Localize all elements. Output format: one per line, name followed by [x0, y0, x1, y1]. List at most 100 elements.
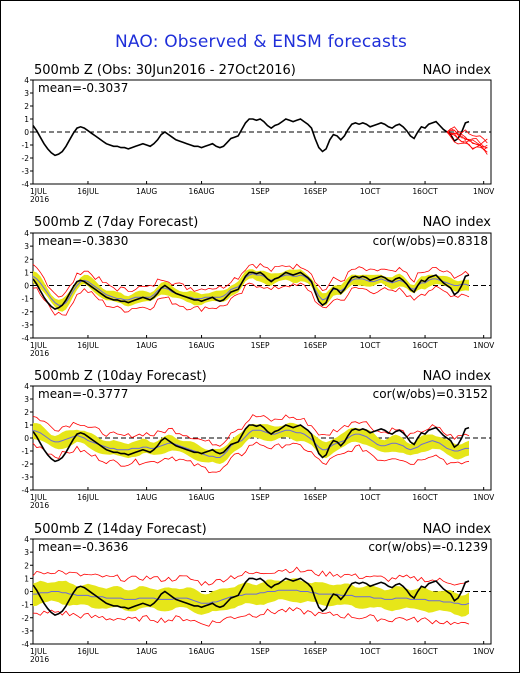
y-tick-label: -4 [22, 640, 30, 649]
x-tick-label: 16AUG [189, 341, 215, 350]
y-tick-label: 2 [24, 561, 29, 570]
y-tick-label: 0 [24, 434, 29, 443]
panel-title: 500mb Z (7day Forecast) [34, 215, 198, 230]
x-tick-label: 1OCT [360, 341, 381, 350]
x-tick-label: 1OCT [360, 647, 381, 656]
x-tick-label: 16JUL [77, 647, 99, 656]
y-tick-label: 4 [24, 535, 29, 544]
nao-index-label: NAO index [423, 522, 492, 537]
x-tick-year: 2016 [30, 349, 49, 358]
ensemble-lower-envelope [32, 441, 470, 474]
y-tick-label: 1 [24, 268, 29, 277]
y-tick-label: 2 [24, 408, 29, 417]
ensemble-upper-envelope [32, 414, 470, 447]
mean-label: mean=-0.3636 [38, 540, 128, 554]
x-tick-label: 1NOV [473, 493, 495, 502]
x-tick-label: 1OCT [360, 187, 381, 196]
x-tick-label: 1SEP [251, 187, 270, 196]
x-tick-label: 1JUL [30, 187, 47, 196]
y-tick-label: -1 [22, 141, 30, 150]
x-tick-label: 1NOV [473, 647, 495, 656]
x-tick-year: 2016 [30, 655, 49, 664]
ensemble-lower-envelope [32, 282, 470, 316]
x-tick-label: 16SEP [303, 647, 327, 656]
ensemble-spread-band [33, 422, 469, 464]
y-tick-label: 1 [24, 421, 29, 430]
panel-title: 500mb Z (Obs: 30Jun2016 - 27Oct2016) [34, 63, 296, 78]
forecast-member-line [446, 131, 488, 148]
figure-title: NAO: Observed & ENSM forecasts [114, 32, 408, 52]
mean-label: mean=-0.3830 [38, 234, 128, 248]
x-tick-label: 1JUL [30, 493, 47, 502]
ensemble-spread-band [33, 269, 469, 312]
x-tick-year: 2016 [30, 195, 49, 204]
x-tick-label: 1SEP [251, 493, 270, 502]
correlation-label: cor(w/obs)=0.3152 [373, 387, 488, 401]
y-tick-label: -1 [22, 295, 30, 304]
x-tick-label: 16JUL [77, 341, 99, 350]
ensemble-spread-band [33, 578, 469, 617]
y-tick-label: 0 [24, 282, 29, 291]
y-tick-label: -2 [22, 308, 30, 317]
correlation-label: cor(w/obs)=0.8318 [373, 234, 488, 248]
ensemble-mean-line [32, 429, 469, 458]
x-tick-label: 16JUL [77, 493, 99, 502]
forecast-member-line [446, 126, 488, 144]
y-tick-label: -2 [22, 154, 30, 163]
x-tick-label: 16SEP [303, 493, 327, 502]
mean-label: mean=-0.3777 [38, 387, 128, 401]
x-tick-label: 1SEP [251, 647, 270, 656]
x-tick-label: 1OCT [360, 493, 381, 502]
nao-index-label: NAO index [423, 369, 492, 384]
panel-title: 500mb Z (10day Forecast) [34, 369, 207, 384]
y-tick-label: 1 [24, 574, 29, 583]
y-tick-label: -4 [22, 486, 30, 495]
y-tick-label: -2 [22, 460, 30, 469]
x-tick-label: 16OCT [412, 341, 438, 350]
observed-line [32, 577, 470, 616]
ensemble-upper-envelope [32, 566, 470, 587]
x-tick-label: 1SEP [251, 341, 270, 350]
observed-line [32, 424, 470, 463]
panel-title: 500mb Z (14day Forecast) [34, 522, 207, 537]
ensemble-mean-line [32, 273, 470, 306]
x-tick-label: 16AUG [189, 647, 215, 656]
y-tick-label: 2 [24, 255, 29, 264]
y-tick-label: 3 [24, 548, 29, 557]
observed-line [32, 118, 470, 157]
y-tick-label: -4 [22, 180, 30, 189]
x-tick-label: 16AUG [189, 493, 215, 502]
x-tick-label: 16OCT [412, 187, 438, 196]
y-tick-label: 3 [24, 89, 29, 98]
y-tick-label: 3 [24, 242, 29, 251]
mean-label: mean=-0.3037 [38, 81, 128, 95]
ensemble-mean-line [33, 589, 470, 606]
x-tick-label: 16SEP [303, 187, 327, 196]
y-tick-label: -1 [22, 447, 30, 456]
x-tick-label: 1JUL [30, 341, 47, 350]
x-tick-label: 1NOV [473, 341, 495, 350]
x-tick-label: 1AUG [136, 341, 157, 350]
y-tick-label: -4 [22, 334, 30, 343]
x-tick-label: 1AUG [136, 493, 157, 502]
y-tick-label: 4 [24, 76, 29, 85]
x-tick-label: 16AUG [189, 187, 215, 196]
observed-line [32, 271, 470, 310]
x-tick-year: 2016 [30, 501, 49, 510]
nao-index-label: NAO index [423, 215, 492, 230]
y-tick-label: -3 [22, 473, 30, 482]
nao-index-label: NAO index [423, 63, 492, 78]
y-tick-label: -1 [22, 601, 30, 610]
correlation-label: cor(w/obs)=-0.1239 [368, 540, 488, 554]
y-tick-label: 0 [24, 588, 29, 597]
y-tick-label: 1 [24, 115, 29, 124]
x-tick-label: 1AUG [136, 647, 157, 656]
ensemble-upper-envelope [32, 263, 470, 298]
ensemble-lower-envelope [32, 607, 470, 627]
x-tick-label: 1NOV [473, 187, 495, 196]
x-tick-label: 16SEP [303, 341, 327, 350]
y-tick-label: 4 [24, 229, 29, 238]
y-tick-label: 2 [24, 102, 29, 111]
